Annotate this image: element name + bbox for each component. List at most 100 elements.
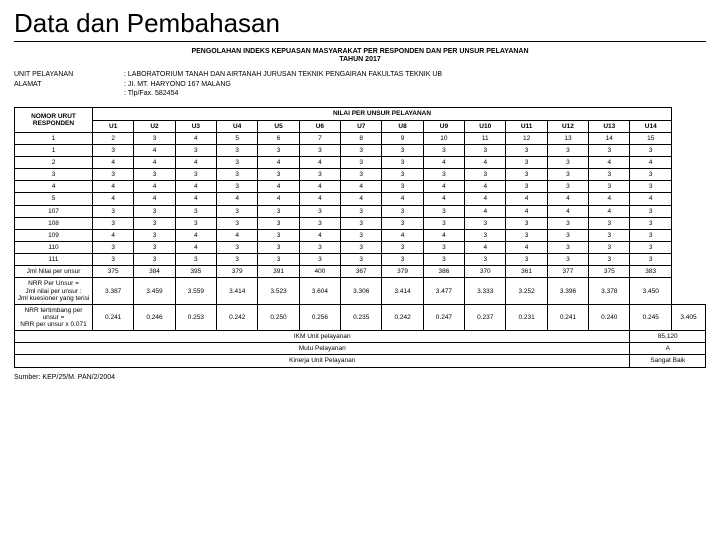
cell: 3	[341, 229, 382, 241]
cell: 4	[341, 181, 382, 193]
cell: 4	[175, 181, 216, 193]
cell: 3	[134, 205, 175, 217]
cell: 2	[93, 132, 134, 144]
cell: 3	[217, 169, 258, 181]
cell: 4	[506, 241, 547, 253]
row-no: 1	[15, 132, 93, 144]
weighted-cell: 0.241	[547, 304, 588, 330]
cell: 3	[382, 181, 423, 193]
cell: 3	[547, 254, 588, 266]
cell: 3	[465, 229, 506, 241]
cell: 3	[382, 205, 423, 217]
year: TAHUN 2017	[14, 56, 706, 63]
cell: 3	[423, 217, 464, 229]
cell: 3	[299, 254, 340, 266]
cell: 3	[217, 144, 258, 156]
weighted-cell: 0.253	[175, 304, 216, 330]
row-no: 3	[15, 169, 93, 181]
sum-label: Jml Nilai per unsur	[15, 266, 93, 278]
nrr-cell: 3.378	[589, 278, 630, 304]
alamat-value: : JI. MT. HARYONO 167 MALANG	[124, 81, 706, 88]
cell: 3	[341, 156, 382, 168]
row-no: 111	[15, 254, 93, 266]
cell: 4	[506, 205, 547, 217]
cell: 3	[382, 217, 423, 229]
nrr-cell: 3.477	[423, 278, 464, 304]
cell: 3	[93, 144, 134, 156]
weighted-total: 3.405	[672, 304, 706, 330]
cell: 3	[175, 254, 216, 266]
weighted-cell: 0.245	[630, 304, 672, 330]
nrr-cell: 3.459	[134, 278, 175, 304]
cell: 4	[465, 205, 506, 217]
nrr-cell: 3.414	[217, 278, 258, 304]
col-header: U5	[258, 120, 299, 132]
cell: 3	[589, 169, 630, 181]
cell: 3	[134, 132, 175, 144]
cell: 4	[547, 205, 588, 217]
cell: 3	[465, 217, 506, 229]
weighted-cell: 0.246	[134, 304, 175, 330]
cell: 4	[630, 193, 672, 205]
cell: 3	[630, 254, 672, 266]
cell: 3	[465, 254, 506, 266]
weighted-cell: 0.242	[382, 304, 423, 330]
cell: 3	[547, 144, 588, 156]
cell: 3	[547, 169, 588, 181]
cell: 4	[299, 181, 340, 193]
cell: 4	[93, 193, 134, 205]
cell: 3	[258, 254, 299, 266]
ikm-value: 85,120	[630, 331, 706, 343]
cell: 3	[382, 144, 423, 156]
cell: 4	[382, 193, 423, 205]
cell: 3	[341, 144, 382, 156]
cell: 3	[506, 229, 547, 241]
cell: 3	[134, 229, 175, 241]
cell: 3	[547, 217, 588, 229]
cell: 3	[382, 241, 423, 253]
sum-cell: 400	[299, 266, 340, 278]
cell: 4	[258, 193, 299, 205]
cell: 3	[258, 241, 299, 253]
cell: 3	[382, 156, 423, 168]
cell: 3	[589, 144, 630, 156]
cell: 4	[423, 229, 464, 241]
cell: 4	[465, 156, 506, 168]
cell: 4	[341, 193, 382, 205]
nrr-cell: 3.414	[382, 278, 423, 304]
cell: 4	[175, 229, 216, 241]
col-header: U4	[217, 120, 258, 132]
cell: 4	[547, 193, 588, 205]
cell: 3	[175, 217, 216, 229]
cell: 4	[382, 229, 423, 241]
row-no: 108	[15, 217, 93, 229]
cell: 4	[134, 193, 175, 205]
sum-cell: 377	[547, 266, 588, 278]
cell: 3	[341, 169, 382, 181]
cell: 3	[299, 241, 340, 253]
weighted-cell: 0.241	[93, 304, 134, 330]
nrr-cell: 3.252	[506, 278, 547, 304]
mutu-value: A	[630, 343, 706, 355]
cell: 4	[465, 241, 506, 253]
weighted-cell: 0.256	[299, 304, 340, 330]
cell: 3	[299, 169, 340, 181]
ikm-label: IKM Unit pelayanan	[15, 331, 630, 343]
row-header: NOMOR URUT RESPONDEN	[15, 108, 93, 132]
cell: 3	[423, 254, 464, 266]
sum-cell: 384	[134, 266, 175, 278]
cell: 4	[93, 181, 134, 193]
sum-cell: 391	[258, 266, 299, 278]
row-no: 4	[15, 181, 93, 193]
subtitle: PENGOLAHAN INDEKS KEPUASAN MASYARAKAT PE…	[14, 48, 706, 55]
cell: 3	[423, 205, 464, 217]
cell: 3	[217, 217, 258, 229]
cell: 3	[589, 181, 630, 193]
cell: 3	[506, 156, 547, 168]
sum-cell: 379	[217, 266, 258, 278]
nrr-cell: 3.387	[93, 278, 134, 304]
sum-cell: 383	[630, 266, 672, 278]
cell: 3	[93, 254, 134, 266]
cell: 3	[506, 254, 547, 266]
cell: 3	[299, 144, 340, 156]
